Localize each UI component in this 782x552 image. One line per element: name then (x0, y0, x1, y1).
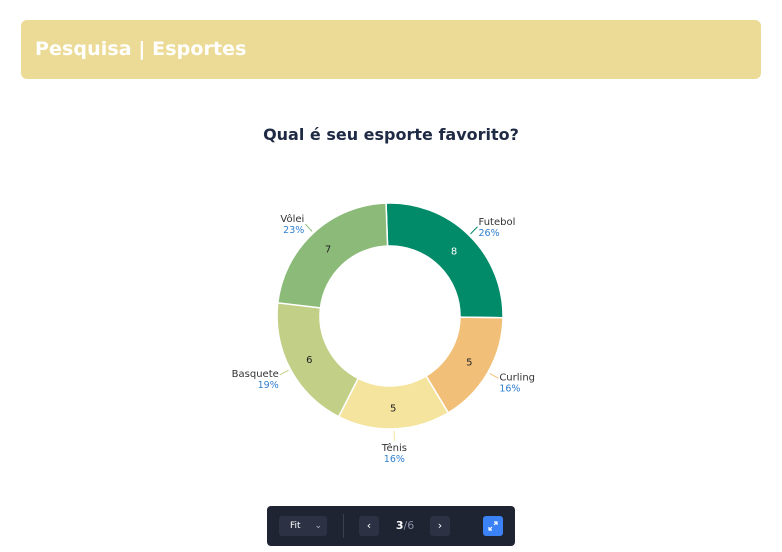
expand-icon (488, 521, 498, 531)
total-pages: 6 (407, 519, 415, 532)
category-label-curling: Curling (499, 372, 535, 383)
chevron-left-icon: ‹ (366, 519, 372, 532)
slice-volei (276, 202, 389, 309)
category-label-tenis: Tênis (381, 442, 407, 454)
page-title: Pesquisa | Esportes (35, 38, 247, 60)
value-label-basquete: 6 (306, 355, 312, 366)
presentation-toolbar: Fit ⌄ ‹ 3/6 › (267, 506, 515, 546)
slice-basquete (276, 301, 360, 418)
value-label-tenis: 5 (390, 403, 396, 414)
percent-label-tenis: 16% (384, 454, 405, 465)
current-page: 3 (395, 519, 404, 532)
page-counter: 3/6 (391, 516, 419, 536)
value-label-futebol: 8 (451, 247, 457, 258)
page-separator: / (403, 519, 408, 532)
percent-label-curling: 16% (499, 383, 520, 394)
chart-title: Qual é seu esporte favorito? (263, 125, 519, 144)
expand-button[interactable] (483, 516, 503, 536)
category-label-futebol: Futebol (479, 217, 516, 228)
next-page-button[interactable]: › (430, 516, 450, 536)
leader-line-volei (304, 223, 313, 232)
leader-line-basquete (279, 369, 289, 376)
percent-label-basquete: 19% (258, 380, 279, 391)
leader-line-futebol (470, 226, 478, 235)
percent-label-futebol: 26% (479, 228, 500, 239)
value-label-volei: 7 (325, 245, 331, 256)
page-header: Pesquisa | Esportes (21, 20, 761, 79)
previous-page-button[interactable]: ‹ (359, 516, 379, 536)
category-label-basquete: Basquete (232, 369, 279, 380)
toolbar-divider (343, 514, 344, 538)
category-label-volei: Vôlei (280, 213, 304, 225)
fit-label: Fit (290, 521, 301, 531)
leader-line-curling (489, 372, 499, 379)
percent-label-volei: 23% (283, 225, 304, 236)
chevron-right-icon: › (437, 519, 443, 532)
value-label-curling: 5 (466, 358, 472, 369)
chevron-down-icon: ⌄ (314, 521, 322, 531)
fit-dropdown[interactable]: Fit ⌄ (279, 516, 327, 536)
